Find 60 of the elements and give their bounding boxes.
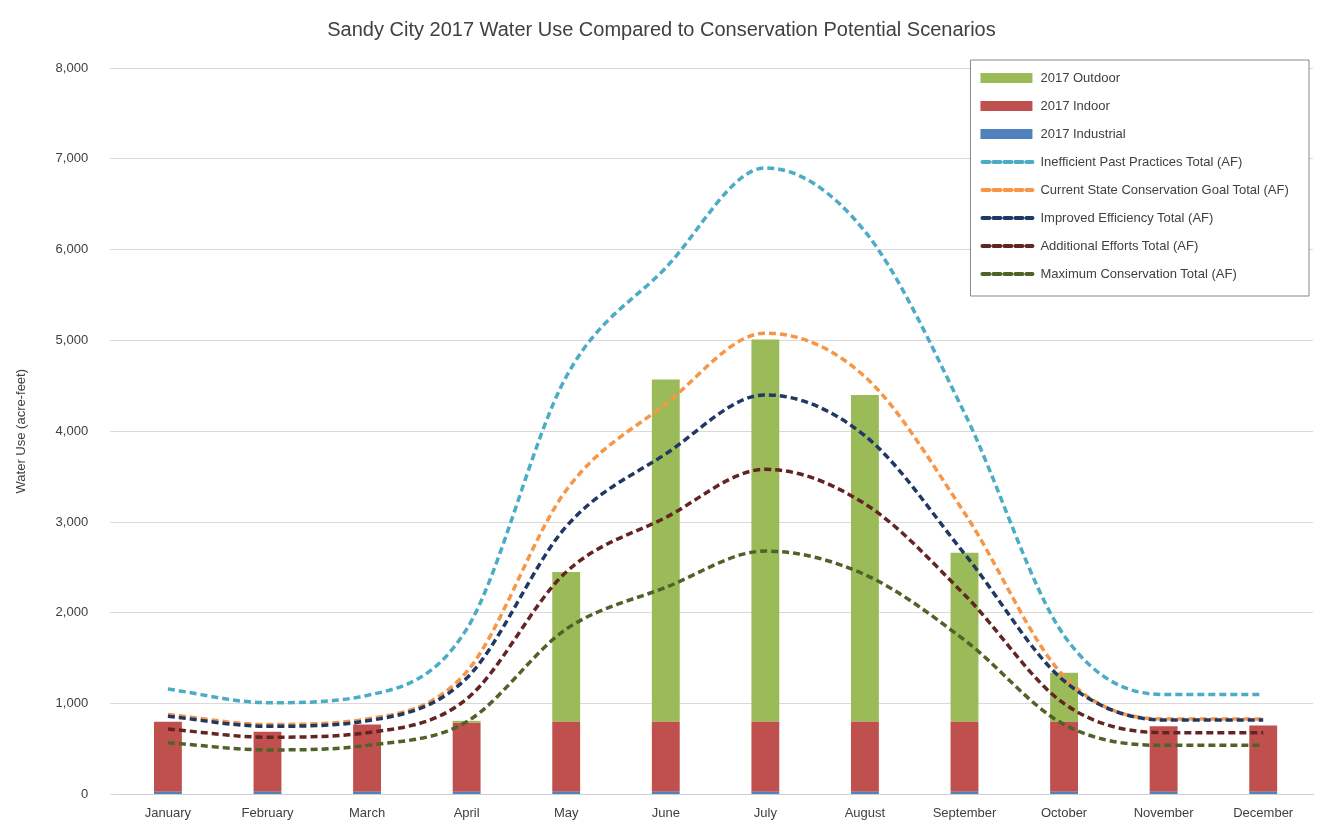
bar [751,721,780,792]
bar [850,791,879,794]
legend-label: 2017 Indoor [1040,97,1111,113]
legend-label: Improved Efficiency Total (AF) [1040,209,1214,225]
y-tick-label: 0 [80,785,89,801]
chart-title: Sandy City 2017 Water Use Compared to Conservation Potential Scenarios [327,17,996,40]
bar [353,724,381,792]
legend-label: Additional Efforts Total (AF) [1040,237,1199,253]
bar [353,791,381,794]
bar [651,721,680,792]
line-series [166,393,1265,729]
bar [1050,721,1079,792]
legend-label: Maximum Conservation Total (AF) [1040,265,1237,281]
bar [1149,726,1178,792]
legend-label: 2017 Outdoor [1040,69,1121,85]
bar [751,791,780,794]
bar [950,552,979,722]
bar [452,791,481,794]
y-tick-label: 3,000 [55,513,89,529]
x-tick-label: June [651,804,680,820]
legend-label: Current State Conservation Goal Total (AF) [1040,181,1289,197]
y-tick-label: 7,000 [55,150,89,166]
x-tick-label: October [1040,804,1088,820]
x-tick-label: December [1233,804,1294,820]
bar [153,791,182,794]
y-tick-label: 1,000 [55,695,89,711]
x-tick-label: April [453,804,480,820]
x-tick-label: August [844,804,886,820]
bar [850,721,879,792]
bar [950,721,979,792]
bar [651,379,680,722]
bar [153,721,182,792]
y-tick-label: 2,000 [55,604,89,620]
legend-label: 2017 Industrial [1040,125,1126,141]
bar [1050,791,1079,794]
x-tick-label: September [932,804,997,820]
bar [850,394,879,722]
bar [552,791,581,794]
x-tick-label: March [349,804,386,820]
bar [552,721,581,792]
x-tick-label: January [144,804,192,820]
legend-label: Inefficient Past Practices Total (AF) [1040,153,1243,169]
bar [651,791,680,794]
x-tick-label: February [241,804,294,820]
y-tick-label: 8,000 [55,59,89,75]
x-tick-label: July [753,804,778,820]
bar [552,571,581,722]
y-tick-label: 6,000 [55,241,89,257]
line-series [166,467,1265,739]
bar [751,339,780,722]
x-tick-label: November [1133,804,1195,820]
bar [1149,791,1178,794]
y-tick-label: 4,000 [55,422,89,438]
y-axis-title: Water Use (acre-feet) [13,368,29,494]
bar [1249,791,1278,794]
line-series [166,331,1265,727]
bar [452,722,481,792]
y-tick-label: 5,000 [55,331,89,347]
x-tick-label: May [553,804,579,820]
bar [1249,725,1278,792]
